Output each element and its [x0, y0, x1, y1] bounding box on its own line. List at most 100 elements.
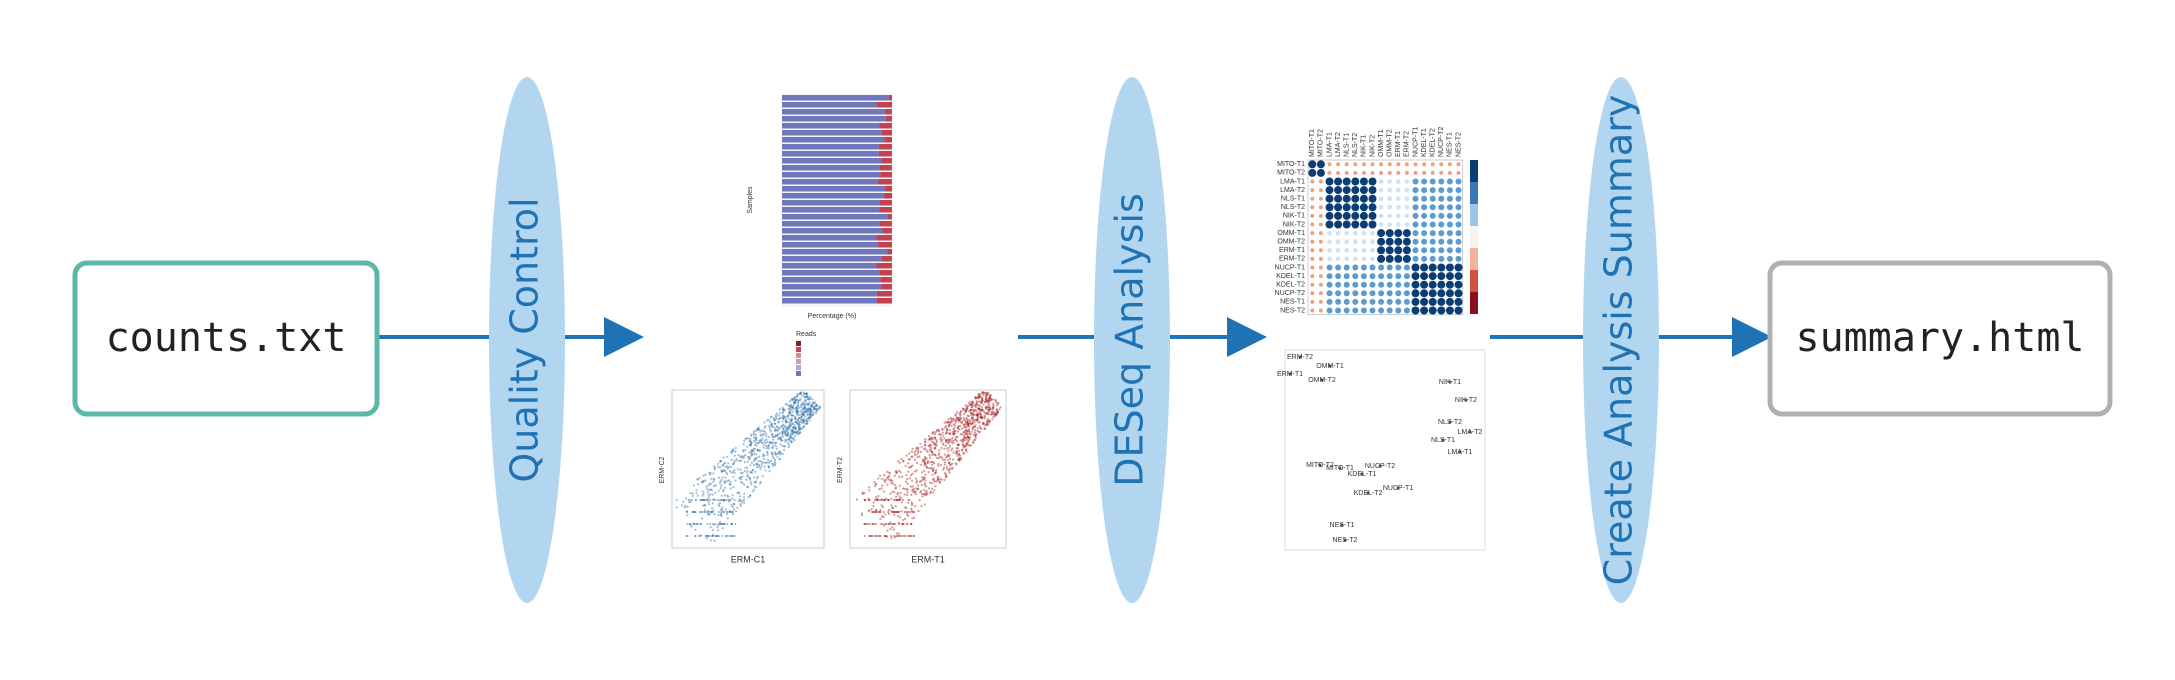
- point: [791, 428, 794, 432]
- point: [815, 404, 818, 407]
- point: [934, 446, 937, 449]
- point: [805, 418, 809, 421]
- point: [807, 404, 810, 407]
- point: [794, 399, 797, 402]
- point: [768, 441, 771, 444]
- heatmap-cell: [1438, 247, 1445, 254]
- point: [739, 495, 742, 498]
- point: [772, 462, 775, 466]
- heatmap-cell: [1352, 264, 1359, 271]
- point: [950, 463, 953, 466]
- point: [978, 404, 982, 407]
- heatmap-cell: [1396, 187, 1401, 193]
- point: [902, 459, 905, 462]
- point: [696, 494, 700, 497]
- point: [789, 405, 792, 408]
- heatmap-cell: [1308, 168, 1317, 177]
- point: [804, 395, 808, 398]
- point: [718, 523, 721, 525]
- point: [805, 392, 809, 395]
- point: [912, 487, 915, 490]
- point: [680, 504, 684, 507]
- point: [888, 472, 891, 475]
- point: [882, 490, 885, 493]
- point: [974, 425, 977, 428]
- point: [968, 430, 971, 433]
- point: [945, 465, 948, 468]
- heatmap-cell: [1334, 186, 1343, 195]
- point: [911, 511, 914, 513]
- point: [763, 421, 766, 424]
- point: [793, 439, 796, 442]
- point: [929, 438, 932, 441]
- point: [911, 485, 914, 488]
- point: [974, 396, 977, 399]
- point: [928, 481, 932, 484]
- point: [797, 400, 800, 404]
- point: [927, 487, 931, 490]
- point: [753, 481, 756, 484]
- point: [746, 445, 749, 448]
- point: [798, 406, 801, 409]
- heatmap-cell: [1446, 187, 1453, 194]
- point: [942, 468, 945, 471]
- point: [975, 432, 978, 436]
- point: [706, 499, 709, 501]
- point: [785, 418, 788, 422]
- heatmap-cell: [1325, 203, 1334, 212]
- point: [733, 499, 736, 501]
- point: [749, 444, 752, 447]
- point: [880, 504, 883, 507]
- point: [717, 529, 720, 532]
- point: [769, 416, 773, 419]
- point: [740, 501, 744, 504]
- point: [906, 482, 909, 485]
- point: [790, 408, 793, 411]
- point: [774, 417, 777, 420]
- point: [774, 458, 777, 462]
- heatmap-cell: [1387, 205, 1392, 210]
- point: [755, 428, 758, 431]
- point: [772, 417, 775, 420]
- point: [695, 492, 698, 495]
- point: [720, 513, 723, 517]
- point: [726, 472, 729, 476]
- point: [974, 424, 977, 427]
- point: [800, 427, 803, 431]
- point: [956, 454, 959, 457]
- point: [965, 408, 968, 411]
- point: [708, 473, 712, 476]
- point: [958, 459, 961, 462]
- bar-segment: [878, 144, 892, 150]
- point: [701, 499, 704, 501]
- point: [761, 433, 764, 436]
- heatmap-cell: [1454, 289, 1463, 298]
- heatmap-cell: [1420, 263, 1429, 272]
- tsne-point: [1328, 364, 1332, 368]
- point: [791, 410, 794, 413]
- point: [911, 479, 914, 482]
- point: [798, 427, 801, 430]
- colorbar: [1470, 160, 1478, 182]
- heatmap-cell: [1359, 203, 1368, 212]
- bar-segment: [881, 284, 892, 290]
- heatmap-cell: [1342, 211, 1351, 220]
- point: [961, 443, 964, 446]
- point: [894, 484, 897, 487]
- point: [784, 434, 787, 437]
- point: [978, 425, 981, 428]
- heatmap-cell: [1385, 229, 1394, 238]
- point: [719, 460, 722, 463]
- point: [744, 437, 747, 440]
- point: [800, 403, 803, 406]
- point: [773, 426, 776, 429]
- point: [974, 408, 977, 412]
- heatmap-cell: [1455, 255, 1462, 262]
- point: [730, 523, 733, 525]
- point: [809, 409, 812, 412]
- point: [945, 447, 949, 450]
- heatmap-cell: [1403, 281, 1410, 288]
- heatmap-cell: [1326, 290, 1333, 297]
- point: [984, 406, 987, 409]
- heatmap-cell: [1370, 170, 1375, 175]
